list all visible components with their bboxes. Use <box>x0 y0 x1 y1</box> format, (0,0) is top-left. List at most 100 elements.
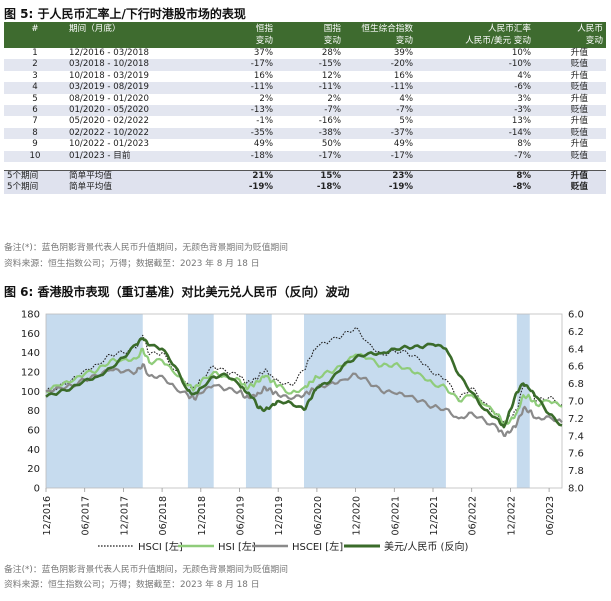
avg-cell-n: 5个期间 <box>4 182 66 194</box>
chart-source: 资料来源：恒生指数公司；万得；数据截至：2023 年 8 月 18 日 <box>4 580 260 590</box>
legend-label: 美元/人民币 (反向) <box>384 540 468 553</box>
cell-hsci: 39% <box>393 48 413 58</box>
cell-fx: -10% <box>416 59 534 71</box>
cell-n: 3 <box>32 70 38 81</box>
cell-hsci: -20% <box>344 59 416 71</box>
cell-dir: 升值 <box>570 93 588 104</box>
cell-hscei: -38% <box>276 127 344 140</box>
right-tick-label: 6.4 <box>568 344 584 355</box>
cell-period: 03/2019 - 08/2019 <box>66 82 198 94</box>
table-title: 图 5: 于人民币汇率上/下行时港股市场的表现 <box>4 7 246 21</box>
left-tick-label: 60 <box>27 426 40 437</box>
cell-hsi: -11% <box>198 82 276 94</box>
left-tick-label: 80 <box>27 406 40 417</box>
x-tick-label: 12/2018 <box>197 496 208 535</box>
left-tick-label: 100 <box>21 387 40 398</box>
cell-period: 02/2022 - 10/2022 <box>66 127 198 140</box>
x-tick-label: 06/2019 <box>236 496 247 535</box>
cell-period: 01/2020 - 05/2020 <box>66 105 198 117</box>
cell-n: 7 <box>32 116 38 127</box>
shaded-period-2 <box>245 314 272 488</box>
cell-fx: 8% <box>517 139 531 150</box>
table-row: 7 05/2020 - 02/2022 -1% -16% 5% 13% 升值 <box>4 116 606 127</box>
col-hsci: 恒生综合指数 变动 <box>344 22 416 48</box>
cell-hsi: -17% <box>198 59 276 71</box>
cell-hsi: -13% <box>198 105 276 117</box>
left-tick-label: 120 <box>21 368 40 379</box>
series-line-3 <box>45 337 563 429</box>
cell-dir: 升值 <box>570 139 588 150</box>
cell-hscei: -11% <box>276 82 344 94</box>
right-tick-label: 6.2 <box>568 327 584 338</box>
avg-cell-dir: 升值 <box>534 170 606 183</box>
x-tick-label: 12/2019 <box>274 496 285 535</box>
cell-hscei: 12% <box>321 70 341 81</box>
x-tick-label: 12/2016 <box>42 496 53 535</box>
left-tick-label: 140 <box>21 348 40 359</box>
chart-note: 备注(*)：蓝色阴影背景代表人民币升值期间，无颜色背景期间为贬值期间 <box>4 565 288 575</box>
shaded-period-0 <box>46 314 143 488</box>
average-row: 5个期间 简单平均值 -19% -18% -19% -8% 贬值 <box>4 182 606 194</box>
table-row: 6 01/2020 - 05/2020 -13% -7% -7% -3% 贬值 <box>4 105 606 117</box>
right-tick-label: 6.0 <box>568 310 584 321</box>
cell-dir: 贬值 <box>534 82 606 94</box>
cell-period: 08/2019 - 01/2020 <box>69 93 149 104</box>
right-tick-label: 6.6 <box>568 362 584 373</box>
cell-dir: 升值 <box>570 48 588 58</box>
avg-cell-n: 5个期间 <box>4 170 66 183</box>
cell-dir: 贬值 <box>534 150 606 163</box>
table-row: 1 12/2016 - 03/2018 37% 28% 39% 10% 升值 <box>4 48 606 59</box>
avg-cell-hscei: -18% <box>276 182 344 194</box>
x-tick-label: 12/2017 <box>119 496 130 535</box>
cell-period: 10/2018 - 03/2019 <box>69 70 149 81</box>
x-tick-label: 06/2023 <box>545 496 556 535</box>
table-row: 5 08/2019 - 01/2020 2% 2% 4% 3% 升值 <box>4 94 606 105</box>
right-tick-label: 7.6 <box>568 449 584 460</box>
cell-hscei: 28% <box>321 48 341 58</box>
legend-label: HSCI [左] <box>138 540 183 553</box>
col-num: # <box>4 22 66 48</box>
avg-cell-hsi: 21% <box>198 170 276 183</box>
cell-hsci: 49% <box>393 139 413 150</box>
cell-n: 10 <box>4 150 66 163</box>
left-tick-label: 20 <box>27 464 40 475</box>
x-tick-label: 06/2021 <box>390 496 401 535</box>
cell-dir: 贬值 <box>534 105 606 117</box>
cell-n: 6 <box>4 105 66 117</box>
table-row: 8 02/2022 - 10/2022 -35% -38% -37% -14% 贬值 <box>4 127 606 140</box>
cell-period: 10/2022 - 01/2023 <box>69 139 149 150</box>
right-tick-label: 7.2 <box>568 414 584 425</box>
right-tick-label: 7.0 <box>568 397 584 408</box>
x-tick-label: 12/2022 <box>506 496 517 535</box>
cell-n: 9 <box>32 139 38 150</box>
avg-cell-hscei: 15% <box>276 170 344 183</box>
table-row: 3 10/2018 - 03/2019 16% 12% 16% 4% 升值 <box>4 71 606 82</box>
avg-cell-label: 简单平均值 <box>66 170 198 183</box>
cell-n: 1 <box>32 48 38 58</box>
cell-hsci: -7% <box>344 105 416 117</box>
table-divider <box>4 162 606 172</box>
x-tick-label: 06/2018 <box>158 496 169 535</box>
table-row: 9 10/2022 - 01/2023 49% 50% 49% 8% 升值 <box>4 139 606 150</box>
cell-hsci: -17% <box>344 150 416 163</box>
avg-cell-fx: 8% <box>416 170 534 183</box>
col-fx: 人民币汇率 人民币/美元 变动 <box>416 22 534 48</box>
left-tick-label: 180 <box>21 310 40 321</box>
cell-period: 05/2020 - 02/2022 <box>69 116 149 127</box>
cell-hscei: -16% <box>318 116 341 127</box>
cell-n: 2 <box>4 59 66 71</box>
x-tick-label: 06/2017 <box>81 496 92 535</box>
legend-label: HSCEI [左] <box>292 540 343 553</box>
series-line-2 <box>45 363 563 437</box>
cell-hsi: 49% <box>253 139 273 150</box>
cell-hscei: -7% <box>276 105 344 117</box>
cell-hscei: -15% <box>276 59 344 71</box>
right-tick-label: 7.4 <box>568 431 584 442</box>
cell-fx: -3% <box>416 105 534 117</box>
legend: HSCI [左] HSI [左] HSCEI [左] 美元/人民币 (反向) <box>98 540 468 553</box>
cell-hsi: 2% <box>259 93 273 104</box>
right-tick-label: 7.8 <box>568 466 584 477</box>
left-tick-label: 0 <box>34 484 40 495</box>
table-note: 备注(*)：蓝色阴影背景代表人民币升值期间，无颜色背景期间为贬值期间 <box>4 243 288 253</box>
cell-n: 8 <box>4 127 66 140</box>
